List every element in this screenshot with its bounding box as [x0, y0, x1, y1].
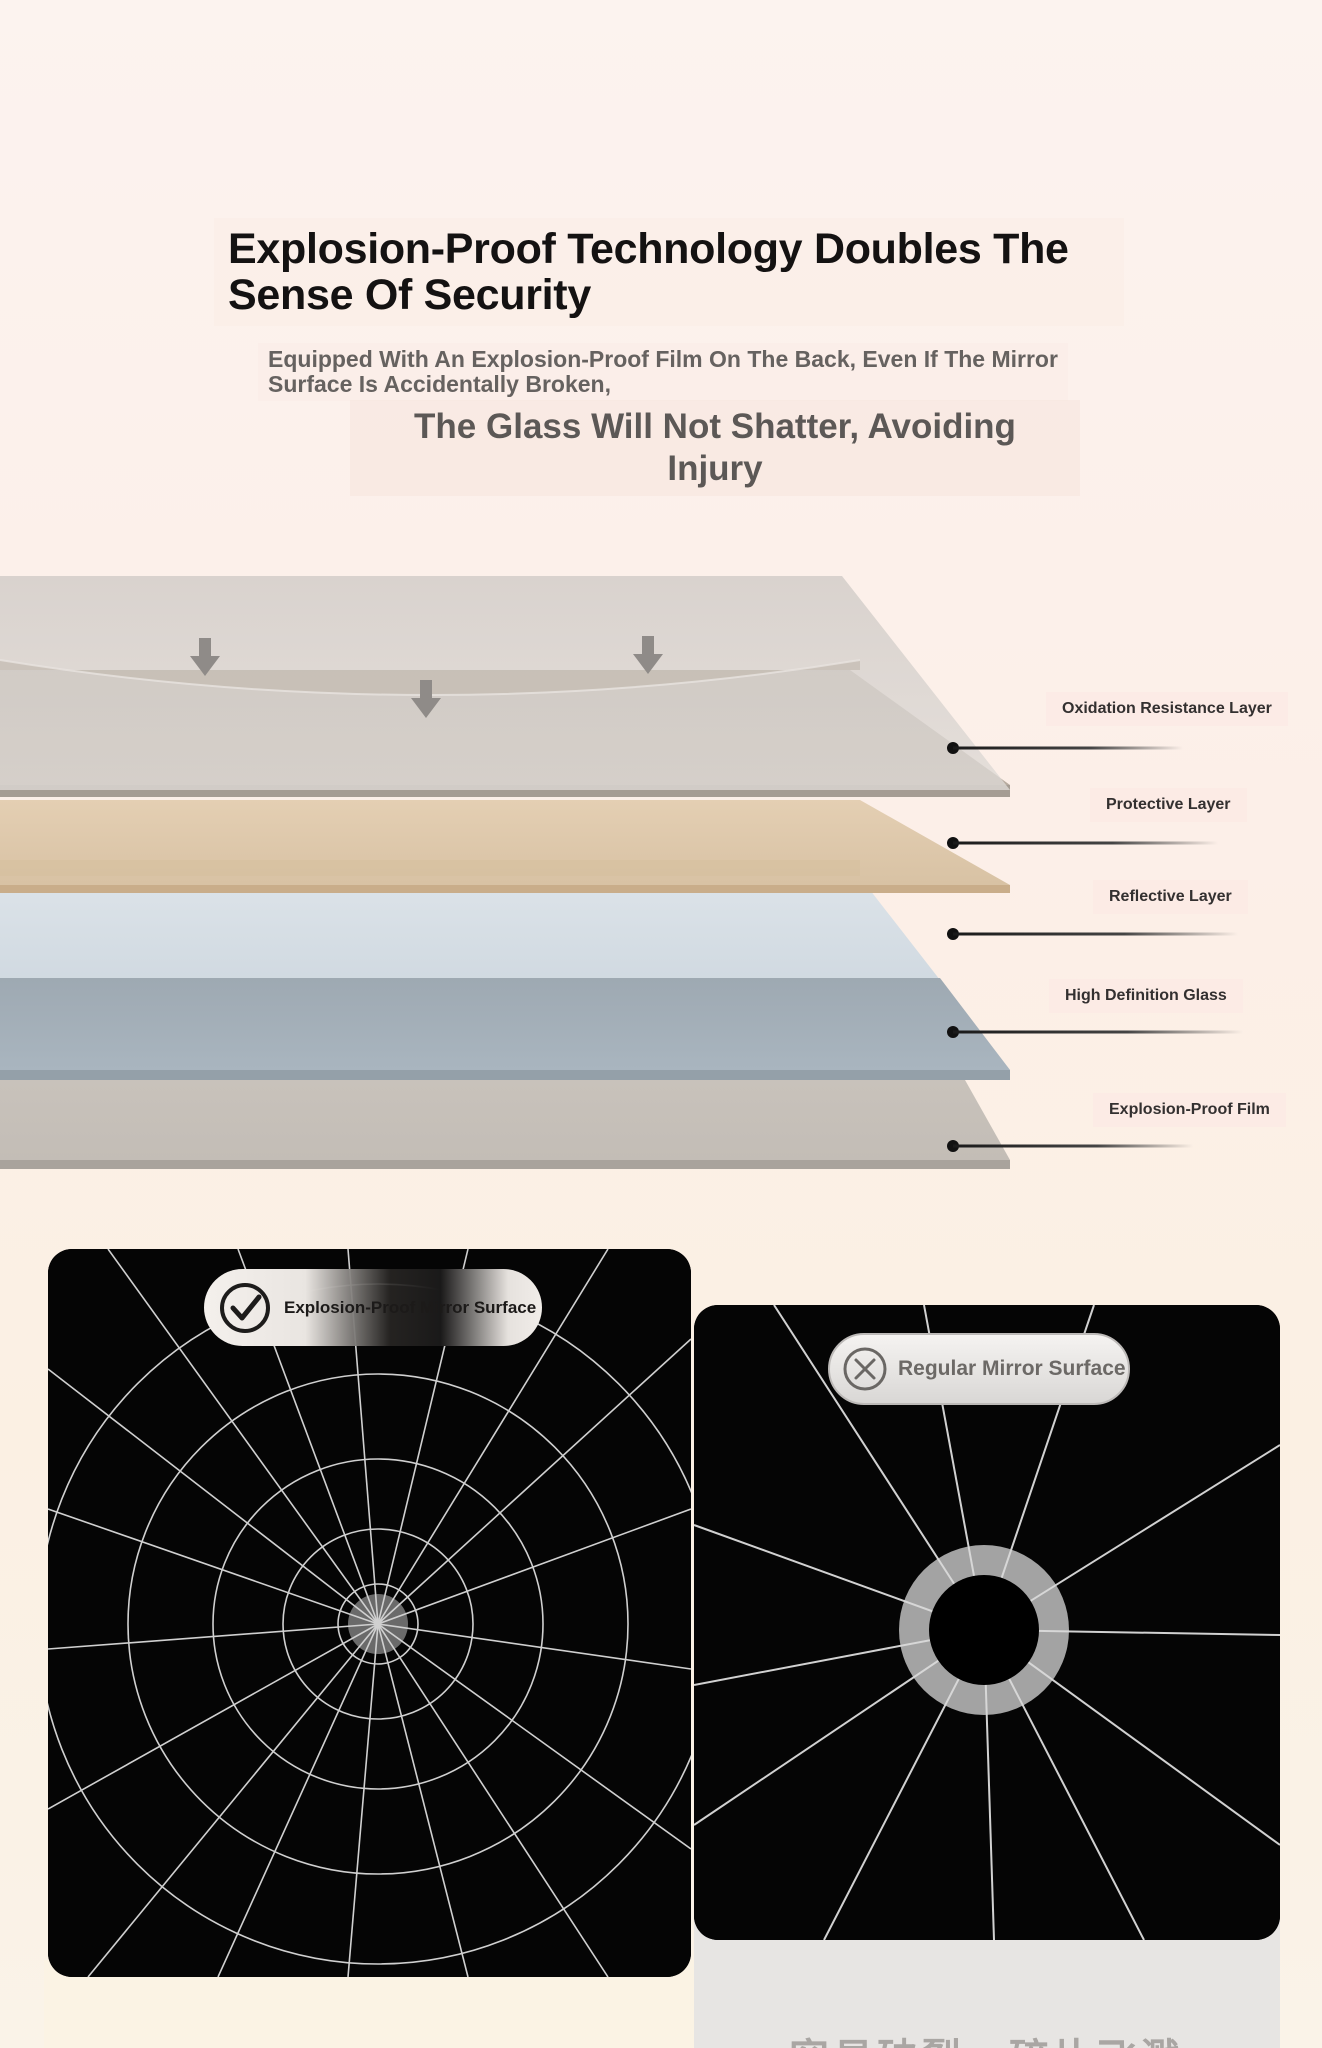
leader-line: [953, 1030, 1243, 1034]
regular-crack-image: [694, 1305, 1280, 1940]
leader-line: [953, 932, 1238, 936]
layer-label-hd-glass: High Definition Glass: [1049, 979, 1243, 1013]
leader-line: [953, 1144, 1193, 1148]
regular-mirror-label: Regular Mirror Surface: [898, 1357, 1126, 1380]
layer-label-explosion-film: Explosion-Proof Film: [1093, 1093, 1286, 1127]
headline: Explosion-Proof Technology Doubles The S…: [214, 218, 1124, 326]
regular-mirror-badge: Regular Mirror Surface: [828, 1333, 1130, 1405]
x-circle-icon: [842, 1346, 888, 1392]
layer-diagram: [0, 576, 1243, 1169]
subheading-line-1: Equipped With An Explosion-Proof Film On…: [258, 343, 1068, 401]
layer-label-reflective: Reflective Layer: [1093, 880, 1248, 914]
explosion-proof-badge: Explosion-Proof Mirror Surface: [204, 1269, 542, 1346]
arrow-down-icon: [411, 680, 441, 718]
arrow-down-icon: [633, 636, 663, 674]
right-caption-panel: 容易破裂，碎片飞溅: [694, 1920, 1280, 2048]
arrow-down-icon: [190, 638, 220, 676]
layer-label-oxidation: Oxidation Resistance Layer: [1046, 692, 1288, 726]
leader-line: [953, 746, 1183, 750]
explosion-proof-crack-image: [48, 1249, 691, 1977]
leader-line: [953, 841, 1218, 845]
layer-label-protective: Protective Layer: [1090, 788, 1247, 822]
shattered-crack-graphic: [694, 1305, 1280, 1940]
explosion-proof-label: Explosion-Proof Mirror Surface: [284, 1297, 537, 1317]
explosion-proof-film-edge: [0, 1160, 1010, 1169]
high-definition-glass-edge: [0, 1070, 1010, 1080]
pressure-arrows: [190, 636, 663, 718]
subheading-line-2: The Glass Will Not Shatter, Avoiding Inj…: [350, 400, 1080, 496]
right-caption: 容易破裂，碎片飞溅: [694, 2026, 1280, 2048]
reflective-layer-edge: [0, 885, 1010, 893]
high-definition-glass-lower: [0, 978, 1010, 1070]
leader-lines: [947, 742, 1243, 1152]
spiderweb-crack-graphic: [48, 1249, 691, 1977]
check-circle-icon: [218, 1281, 272, 1335]
